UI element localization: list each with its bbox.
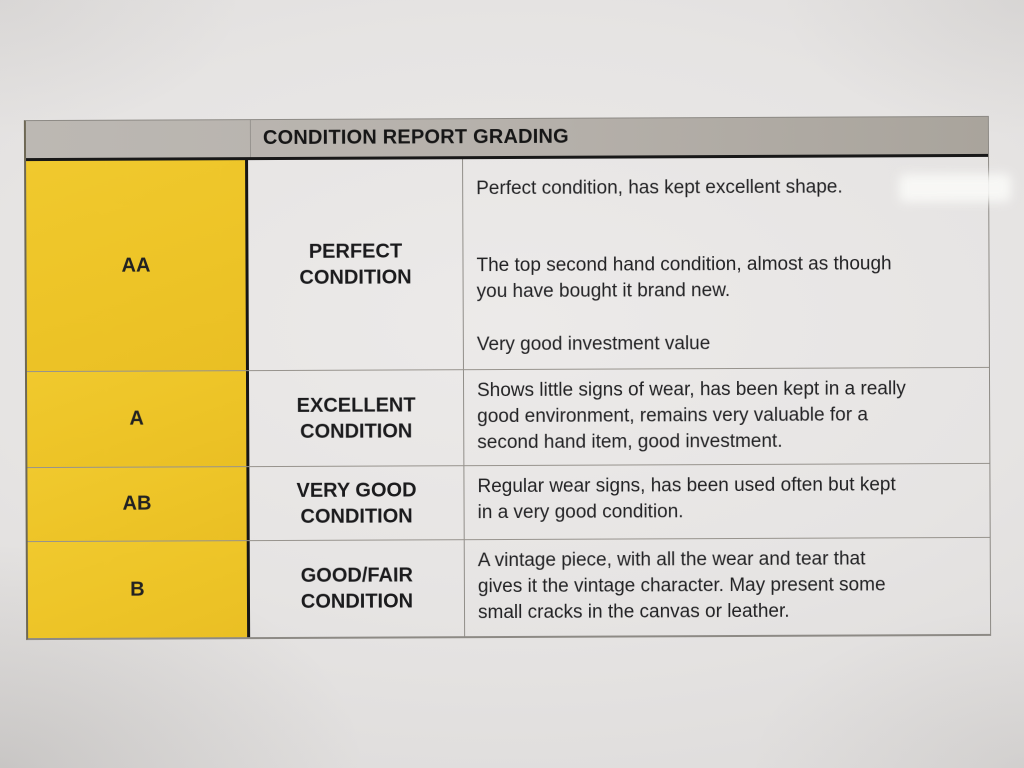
description-paragraph: Shows little signs of wear, has been kep… bbox=[477, 378, 906, 454]
grade-label: AB bbox=[122, 492, 152, 515]
table-row-b: B GOOD/FAIR CONDITION A vintage piece, w… bbox=[27, 537, 991, 640]
table-title: CONDITION REPORT GRADING bbox=[262, 125, 569, 150]
condition-cell: VERY GOOD CONDITION bbox=[249, 466, 465, 541]
condition-cell: PERFECT CONDITION bbox=[248, 159, 464, 371]
photographed-document: CONDITION REPORT GRADING AA PERFECT COND… bbox=[23, 115, 1012, 641]
condition-cell: GOOD/FAIR CONDITION bbox=[249, 540, 466, 638]
header-grade-column-spacer bbox=[25, 120, 252, 159]
description-cell: Perfect condition, has kept excellent sh… bbox=[463, 157, 989, 369]
table-header-band: CONDITION REPORT GRADING bbox=[25, 116, 989, 162]
description-cell: Regular wear signs, has been used often … bbox=[464, 464, 989, 539]
description-paragraph: The top second hand condition, almost as… bbox=[476, 253, 892, 303]
table-row-a: A EXCELLENT CONDITION Shows little signs… bbox=[26, 367, 990, 469]
grade-label: AA bbox=[121, 254, 151, 277]
table-row-ab: AB VERY GOOD CONDITION Regular wear sign… bbox=[27, 463, 990, 543]
grade-label: A bbox=[129, 407, 144, 430]
condition-cell: EXCELLENT CONDITION bbox=[248, 370, 465, 467]
table-row-aa: AA PERFECT CONDITION Perfect condition, … bbox=[26, 156, 989, 373]
description-paragraph: A vintage piece, with all the wear and t… bbox=[477, 548, 886, 624]
description-paragraph: Very good investment value bbox=[476, 333, 711, 356]
grade-cell: AB bbox=[27, 467, 250, 542]
condition-grading-table: CONDITION REPORT GRADING AA PERFECT COND… bbox=[23, 115, 992, 641]
description-paragraph: Regular wear signs, has been used often … bbox=[477, 474, 896, 524]
grade-cell: B bbox=[27, 541, 251, 639]
grade-cell: A bbox=[26, 371, 250, 468]
description-paragraph: Perfect condition, has kept excellent sh… bbox=[476, 176, 843, 200]
description-cell: A vintage piece, with all the wear and t… bbox=[465, 538, 990, 636]
grade-label: B bbox=[130, 578, 145, 601]
description-cell: Shows little signs of wear, has been kep… bbox=[464, 368, 989, 465]
grade-cell: AA bbox=[26, 160, 249, 372]
